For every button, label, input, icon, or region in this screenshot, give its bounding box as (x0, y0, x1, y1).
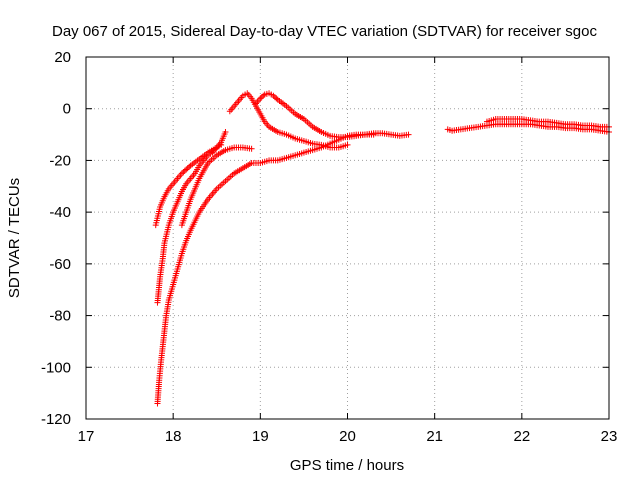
x-tick-label: 19 (252, 428, 269, 445)
x-axis-label: GPS time / hours (290, 457, 404, 474)
y-tick-label: -20 (49, 152, 71, 169)
data-point-interp (260, 92, 267, 99)
data-point (344, 141, 351, 148)
y-tick-label: 20 (54, 49, 71, 66)
y-tick-label: -40 (49, 204, 71, 221)
data-point (178, 170, 185, 177)
x-tick-label: 18 (165, 428, 182, 445)
y-axis-label: SDTVAR / TECUs (6, 178, 23, 298)
data-point (222, 128, 229, 135)
y-tick-labels: 20 0 -20 -40 -60 -80 -100 -120 (41, 49, 71, 428)
data-point-interp (258, 94, 265, 101)
x-tick-label: 20 (339, 428, 356, 445)
data-point (257, 95, 264, 102)
data-point (405, 131, 412, 138)
data-points (152, 90, 612, 407)
data-point-interp (181, 167, 188, 174)
y-tick-label: 0 (63, 101, 71, 118)
data-point-interp (271, 94, 278, 101)
data-point (270, 92, 277, 99)
x-tick-label: 21 (426, 428, 443, 445)
x-tick-labels: 17 18 19 20 21 22 23 (78, 428, 618, 445)
grid (86, 57, 609, 419)
x-tick-label: 17 (78, 428, 95, 445)
data-point-interp (186, 163, 193, 170)
y-tick-label: -60 (49, 256, 71, 273)
data-point (248, 145, 255, 152)
y-tick-label: -120 (41, 411, 71, 428)
data-point-interp (273, 95, 280, 102)
axis-ticks (85, 56, 610, 420)
data-point (370, 131, 377, 138)
chart-title: Day 067 of 2015, Sidereal Day-to-day VTE… (52, 23, 597, 40)
y-tick-label: -80 (49, 308, 71, 325)
y-tick-label: -100 (41, 359, 71, 376)
x-tick-label: 23 (601, 428, 618, 445)
data-point (183, 166, 190, 173)
data-point-interp (180, 169, 187, 176)
data-point-interp (184, 165, 191, 172)
x-tick-label: 22 (513, 428, 530, 445)
